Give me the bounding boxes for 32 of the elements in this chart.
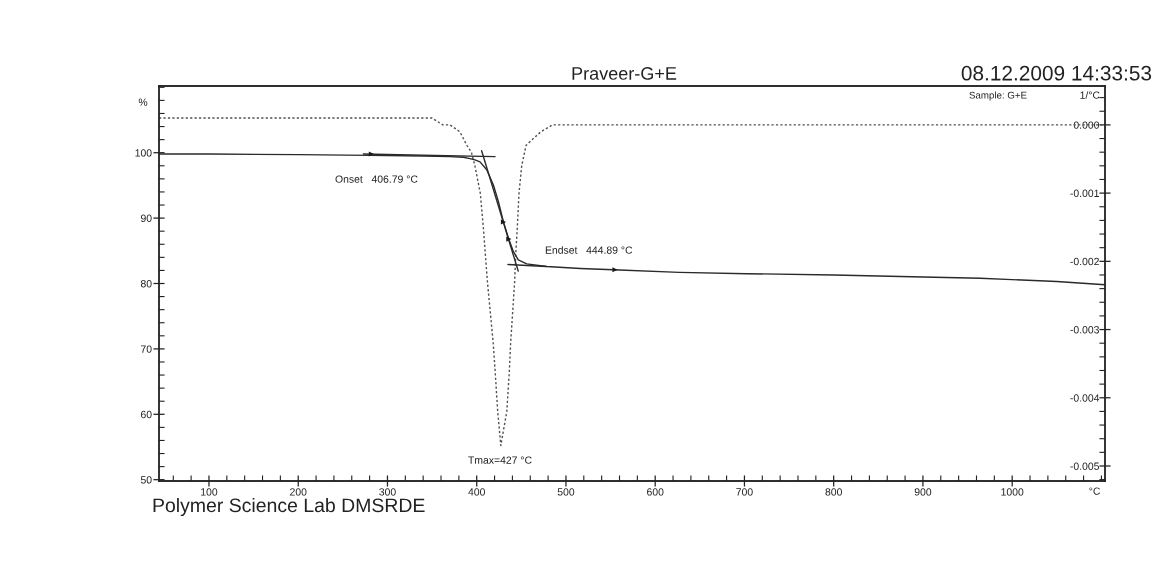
y2-tick-label: -0.002 xyxy=(1070,257,1099,266)
x-tick-label: 600 xyxy=(647,488,664,496)
y-tick-label: 100 xyxy=(135,149,152,157)
y-tick-label: 60 xyxy=(141,410,152,419)
y2-tick-label: 0.000 xyxy=(1073,121,1100,129)
annotation: Endset 444.89 °C xyxy=(545,246,633,254)
annotation: Onset 406.79 °C xyxy=(335,175,418,183)
x-tick-label: 900 xyxy=(914,488,932,496)
x-axis-title: °C xyxy=(1089,487,1101,495)
chart-title: Praveer-G+E xyxy=(572,67,677,80)
x-tick-label: 700 xyxy=(736,488,753,496)
x-tick-label: 300 xyxy=(379,488,396,496)
y2-axis-title: 1/°C xyxy=(1080,91,1100,99)
x-tick-label: 100 xyxy=(201,488,218,496)
x-tick-label: 500 xyxy=(557,488,575,496)
y-tick-label: 70 xyxy=(141,345,152,353)
y2-tick-label: -0.003 xyxy=(1070,326,1099,334)
text: 08.12.2009 14:33:53 xyxy=(961,65,1152,81)
annotation: Tmax=427 °C xyxy=(468,456,532,464)
text: Polymer Science Lab DMSRDE xyxy=(153,497,425,517)
y2-tick-label: -0.001 xyxy=(1070,189,1099,197)
y-tick-label: 50 xyxy=(140,476,152,484)
y-tick-label: 80 xyxy=(140,280,152,288)
x-tick-label: 800 xyxy=(825,488,842,496)
y-axis-title: % xyxy=(138,98,148,106)
x-tick-label: 1000 xyxy=(1001,488,1024,496)
x-tick-label: 200 xyxy=(290,488,307,496)
x-tick-label: 400 xyxy=(468,488,485,496)
annotation: Sample: G+E xyxy=(969,91,1027,101)
y-tick-label: 90 xyxy=(140,214,152,222)
y2-tick-label: -0.005 xyxy=(1070,462,1100,470)
y2-tick-label: -0.004 xyxy=(1070,394,1100,402)
